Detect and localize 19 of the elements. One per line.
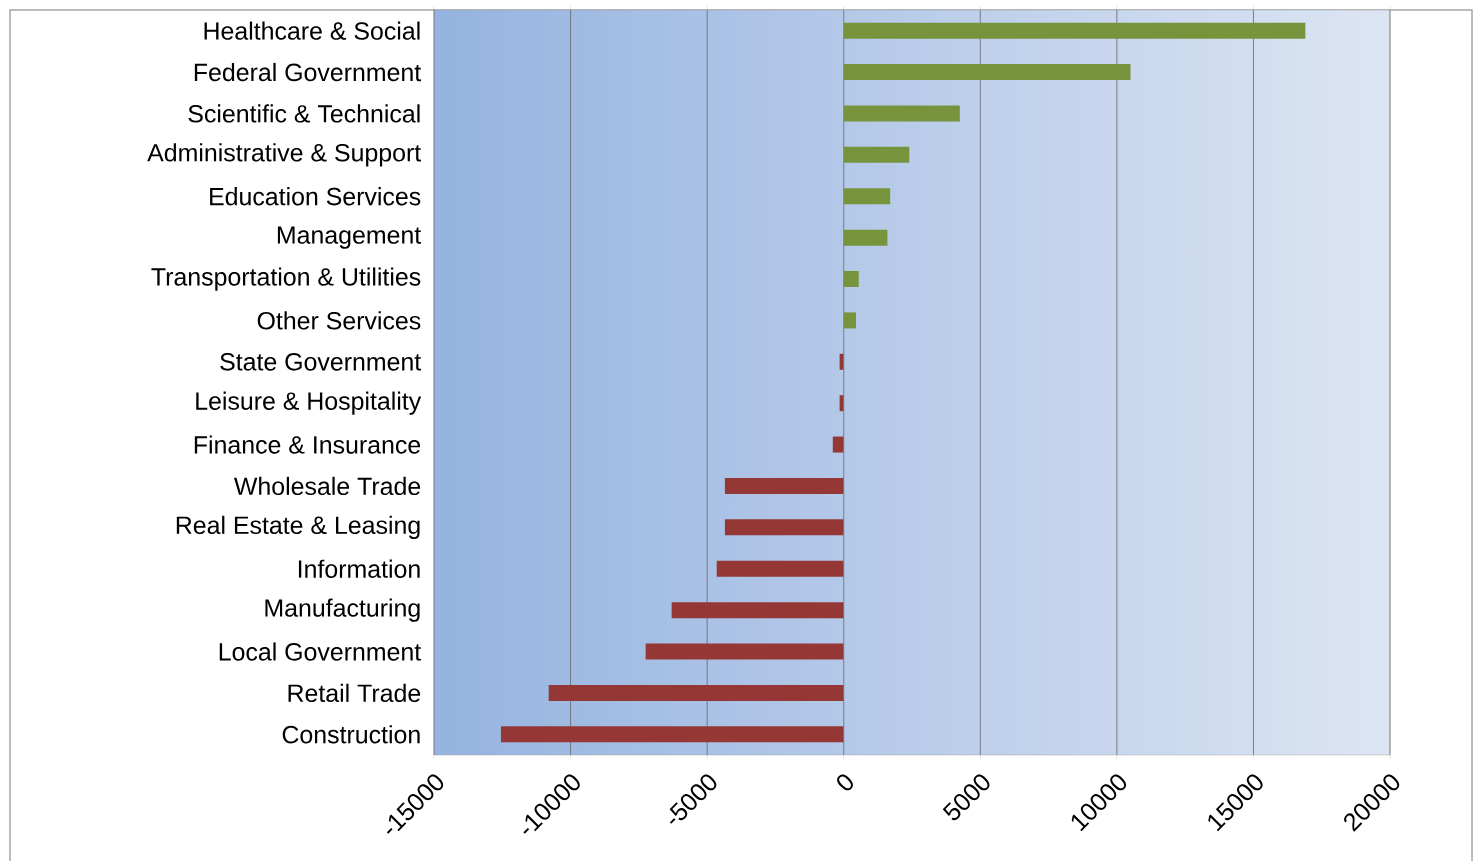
y-tick-label: Management (277, 226, 422, 249)
y-tick-label: State Government (220, 352, 422, 371)
y-tick-label: Information (298, 559, 420, 578)
y-tick-label: Transportation & Utilities (151, 267, 421, 291)
y-tick-label: Administrative & Support (147, 143, 422, 167)
y-tick-label: Construction (282, 725, 420, 744)
y-tick-label: Healthcare & Social (204, 21, 420, 40)
y-tick-label: Real Estate & Leasing (176, 515, 420, 539)
x-tick-label: 0 (837, 774, 853, 791)
y-tick-label: Wholesale Trade (234, 476, 421, 496)
y-tick-label: Local Government (219, 642, 422, 661)
y-tick-label: Retail Trade (288, 683, 421, 703)
y-tick-label: Federal Government (194, 62, 422, 82)
y-tick-label: Education Services (210, 187, 421, 206)
y-tick-label: Manufacturing (265, 598, 420, 622)
y-tick-label: Finance & Insurance (194, 435, 421, 454)
y-tick-label: Leisure & Hospitality (196, 391, 422, 415)
y-tick-label: Scientific & Technical (188, 104, 420, 123)
y-tick-label: Other Services (257, 311, 421, 330)
